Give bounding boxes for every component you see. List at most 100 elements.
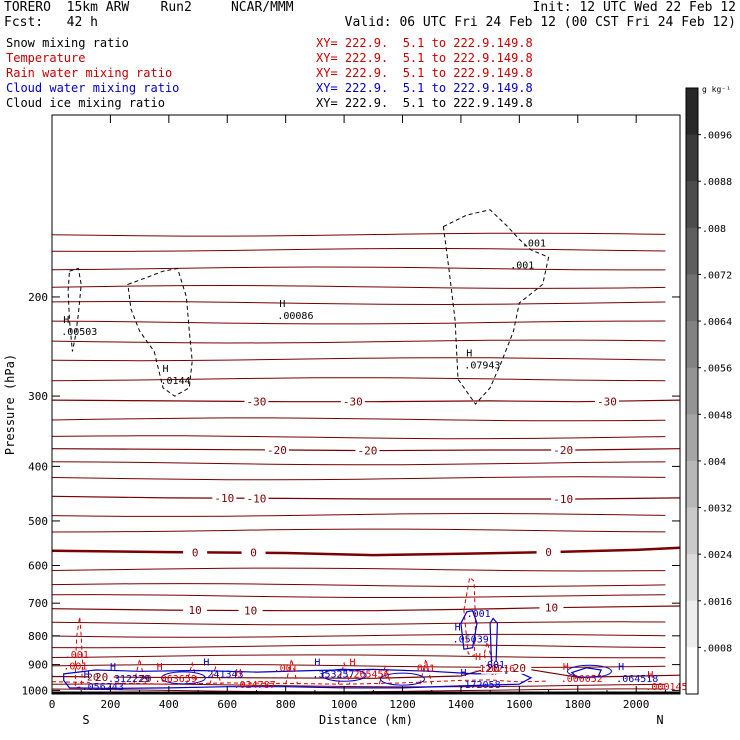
colorbar-step xyxy=(686,460,698,509)
colorbar-label: .0008 xyxy=(702,643,732,654)
max-value-snow: .00086 xyxy=(277,311,313,322)
temperature-label: 10 xyxy=(545,602,558,615)
x-tick-label: 0 xyxy=(49,698,56,711)
field-label-snow: Snow mixing ratio xyxy=(6,36,129,50)
isotherm-line xyxy=(51,621,666,626)
max-value-cloud_water: .05039 xyxy=(453,634,489,645)
temperature-label-bg xyxy=(507,661,532,674)
temperature-label-bg xyxy=(340,395,365,408)
isotherm-line xyxy=(51,476,666,481)
max-value-rain: .000145 xyxy=(645,682,687,693)
max-value-cloud_water: .172058 xyxy=(458,680,500,691)
rain-spike xyxy=(209,665,222,685)
colorbar-step xyxy=(686,367,698,415)
max-marker-rain: H xyxy=(475,652,481,663)
isotherm-line xyxy=(51,688,666,693)
temperature-label: -30 xyxy=(247,396,267,409)
max-value-snow: .07943 xyxy=(464,361,500,372)
y-tick-label: 600 xyxy=(28,559,48,572)
temperature-contour-3 xyxy=(51,546,681,557)
max-value-rain: .120216 xyxy=(473,664,515,675)
header-valid: Valid: 06 UTC Fri 24 Feb 12 (00 CST Fri … xyxy=(344,15,736,30)
field-label-rain: Rain water mixing ratio xyxy=(6,66,173,80)
temperature-label: -20 xyxy=(358,445,378,458)
header-init: Init: 12 UTC Wed 22 Feb 12 xyxy=(532,0,737,15)
isotherm-line xyxy=(51,300,666,306)
isotherm-line xyxy=(51,512,666,517)
x-tick-label: 800 xyxy=(276,698,296,711)
x-tick-label: 1400 xyxy=(448,698,475,711)
cloud-water-contour-label: .001 xyxy=(467,609,491,620)
y-tick-label: 800 xyxy=(28,630,48,643)
x-endpoint-left: S xyxy=(82,713,89,727)
max-marker-cloud_water: H xyxy=(618,662,624,673)
max-marker-cloud_water: H xyxy=(460,668,466,679)
isotherm-line xyxy=(51,284,666,289)
colorbar-step xyxy=(686,88,698,136)
isotherm-line xyxy=(51,377,666,382)
x-endpoint-right: N xyxy=(656,713,663,727)
temperature-contour-5 xyxy=(51,667,681,679)
temperature-label-bg xyxy=(539,601,564,614)
plot-frame xyxy=(51,114,681,695)
field-label-temperature: Temperature xyxy=(6,51,86,65)
isotherm-line xyxy=(51,594,666,598)
field-xy-rain: XY= 222.9. 5.1 to 222.9.149.8 xyxy=(316,66,533,80)
isotherm-line xyxy=(51,583,666,588)
temperature-label-bg xyxy=(481,661,506,674)
temperature-label: -10 xyxy=(214,492,234,505)
colorbar-label: .0088 xyxy=(702,177,732,188)
isotherm-line xyxy=(51,248,666,252)
snow-contour-0 xyxy=(442,209,550,405)
temperature-label-bg xyxy=(244,395,269,408)
field-label-cloud-ice: Cloud ice mixing ratio xyxy=(6,96,165,110)
x-tick-label: 600 xyxy=(217,698,237,711)
temperature-label: 20 xyxy=(486,662,499,675)
temperature-label: 10 xyxy=(244,605,257,618)
cloud-water-contour-1 xyxy=(489,617,499,667)
x-tick-label: 200 xyxy=(100,698,120,711)
y-tick-label: 1000 xyxy=(22,684,49,697)
rain-contour-1 xyxy=(463,576,477,658)
max-marker-rain: H xyxy=(157,662,163,673)
rain-contour-label: .001 xyxy=(65,650,89,661)
temperature-label-bg xyxy=(536,546,561,559)
temperature-extra-label: 20 xyxy=(139,674,151,685)
max-value-cloud_water: .312229 xyxy=(108,674,150,685)
temperature-contour-4 xyxy=(51,605,681,612)
max-marker-rain: H xyxy=(563,662,569,673)
x-tick-label: 2000 xyxy=(623,698,650,711)
isotherm-line xyxy=(51,644,666,649)
colorbar-step xyxy=(686,134,698,182)
max-value-rain: .024787 xyxy=(234,680,276,691)
cloud_water-extra-label: .001 xyxy=(481,660,505,671)
colorbar-label: .0096 xyxy=(702,131,732,142)
temperature-contour-2 xyxy=(51,495,681,500)
temperature-label: -10 xyxy=(553,493,573,506)
temperature-label-bg xyxy=(212,492,237,505)
max-value-rain: .063659 xyxy=(155,674,197,685)
x-tick-label: 1800 xyxy=(565,698,592,711)
isotherm-line xyxy=(51,528,666,533)
y-tick-label: 700 xyxy=(28,597,48,610)
temperature-label-bg xyxy=(355,444,380,457)
colorbar-label: .0056 xyxy=(702,364,732,375)
max-marker-snow: H xyxy=(466,349,472,360)
x-tick-label: 1200 xyxy=(389,698,416,711)
temperature-contour-0 xyxy=(51,399,681,403)
header-forecast: Fcst: 42 h xyxy=(4,15,98,30)
colorbar-label: .0024 xyxy=(702,550,732,561)
max-marker-cloud_water: H xyxy=(203,657,209,668)
isotherm-line xyxy=(51,417,666,422)
isotherm-line xyxy=(51,435,666,440)
y-tick-label: 200 xyxy=(28,291,48,304)
colorbar-step xyxy=(686,274,698,322)
colorbar-frame xyxy=(685,87,699,695)
x-tick-label: 400 xyxy=(159,698,179,711)
temperature-label-bg xyxy=(264,443,289,456)
snow-contour-2 xyxy=(127,267,193,397)
colorbar-label: .0072 xyxy=(702,270,732,281)
temperature-label-bg xyxy=(594,395,619,408)
isotherm-line xyxy=(51,266,666,271)
y-tick-label: 400 xyxy=(28,460,48,473)
